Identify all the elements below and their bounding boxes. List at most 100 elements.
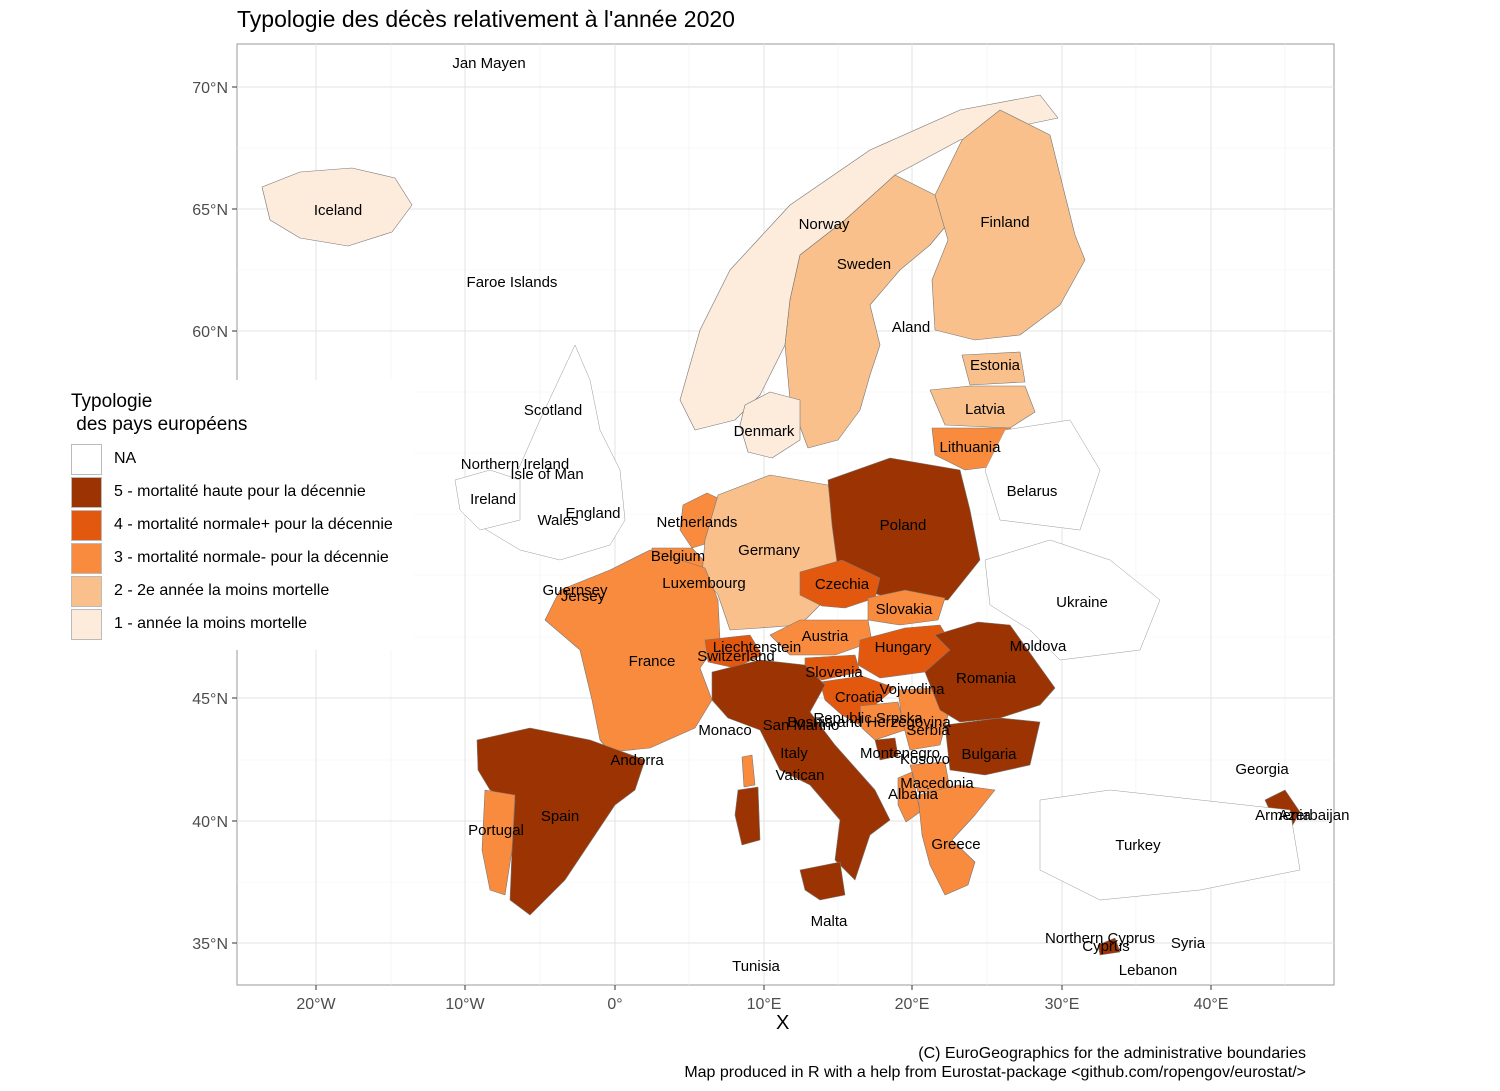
land-greece xyxy=(917,784,996,896)
legend-title: Typologie des pays européens xyxy=(71,391,248,435)
x-tick-label: 20°W xyxy=(296,996,336,1013)
country-label: Italy xyxy=(780,745,808,762)
legend-swatch xyxy=(71,477,102,508)
land-bosnia xyxy=(859,701,906,741)
country-label: Isle of Man xyxy=(510,466,583,483)
country-label: Bulgaria xyxy=(961,746,1017,763)
country-label: Belgium xyxy=(651,548,705,565)
country-label: Northern Cyprus xyxy=(1045,930,1155,947)
country-label: Finland xyxy=(980,214,1029,231)
y-tick-label: 70°N xyxy=(192,80,228,97)
land-portugal xyxy=(481,789,516,896)
country-label: Syria xyxy=(1171,935,1206,952)
country-label: Iceland xyxy=(314,202,362,219)
land-sweden xyxy=(784,174,956,449)
land-finland xyxy=(931,109,1086,341)
map-title: Typologie des décès relativement à l'ann… xyxy=(237,6,735,32)
land-italy xyxy=(711,659,891,881)
country-label: Montenegro xyxy=(860,745,940,762)
legend-label: 4 - mortalité normale+ pour la décennie xyxy=(114,516,393,533)
y-tick-label: 35°N xyxy=(192,936,228,953)
country-label: Monaco xyxy=(698,722,751,739)
axis-ticks: 20°W 10°W 0° 10°E 20°E 30°E 40°E 70°N 65°N 60°N 45… xyxy=(192,80,1228,1013)
caption-line-2: Map produced in R with a help from Euros… xyxy=(684,1064,1306,1081)
country-label: Kosovo xyxy=(900,751,950,768)
country-label: Belarus xyxy=(1007,483,1058,500)
map-panel: Jan Mayen Iceland Faroe Islands Norway Swede… xyxy=(236,43,1350,986)
country-label: Vojvodina xyxy=(879,681,945,698)
country-label: Armenia xyxy=(1255,807,1312,824)
land-czechia xyxy=(799,559,881,609)
legend-swatch xyxy=(71,444,102,475)
land-bulgaria xyxy=(944,717,1041,776)
country-label: Norway xyxy=(799,216,850,233)
y-tick-label: 60°N xyxy=(192,324,228,341)
country-label: San Marino xyxy=(763,717,840,734)
country-label: France xyxy=(629,653,676,670)
legend-swatch xyxy=(71,543,102,574)
country-label: Scotland xyxy=(524,402,582,419)
legend-item: 2 - 2e année la moins mortelle xyxy=(71,576,411,609)
country-label: Luxembourg xyxy=(662,575,745,592)
legend: Typologie des pays européens NA 5 - morta… xyxy=(62,380,414,650)
country-label: Jersey xyxy=(561,588,606,605)
legend-item: NA xyxy=(71,444,411,477)
country-label: Portugal xyxy=(468,822,524,839)
y-tick-label: 40°N xyxy=(192,814,228,831)
land-cyprus xyxy=(1097,937,1121,956)
neighbour-outline xyxy=(1039,789,1301,901)
country-label: Slovakia xyxy=(876,601,933,618)
land-romania xyxy=(924,621,1056,723)
country-label: England xyxy=(565,505,620,522)
legend-label: 3 - mortalité normale- pour la décennie xyxy=(114,549,389,566)
country-label: Northern Ireland xyxy=(461,456,569,473)
country-labels: Jan Mayen Iceland Faroe Islands Norway Swede… xyxy=(314,55,1350,979)
legend-item: 5 - mortalité haute pour la décennie xyxy=(71,477,411,510)
country-label: Greece xyxy=(931,836,980,853)
country-label: Georgia xyxy=(1235,761,1289,778)
x-tick-label: 0° xyxy=(607,996,622,1013)
country-label: Wales xyxy=(537,512,578,529)
country-label: Netherlands xyxy=(657,514,738,531)
country-label: Sweden xyxy=(837,256,891,273)
land-france xyxy=(544,549,721,753)
neighbour-outline xyxy=(454,469,521,531)
x-tick-label: 10°E xyxy=(747,996,782,1013)
neighbour-outline xyxy=(984,419,1101,531)
legend-label: 2 - 2e année la moins mortelle xyxy=(114,582,330,599)
country-label: Spain xyxy=(541,808,579,825)
neighbour-outline xyxy=(984,539,1161,661)
legend-label: 1 - année la moins mortelle xyxy=(114,615,307,632)
country-label: Bosnia and Herzegovina xyxy=(787,714,951,731)
country-label: Denmark xyxy=(734,423,795,440)
x-tick-label: 20°E xyxy=(895,996,930,1013)
country-label: Latvia xyxy=(965,401,1006,418)
caption-line-1: (C) EuroGeographics for the administrati… xyxy=(918,1045,1306,1062)
land-sardinia xyxy=(734,786,761,846)
country-label: Jan Mayen xyxy=(452,55,525,72)
land-estonia xyxy=(961,351,1026,386)
legend-item: 3 - mortalité normale- pour la décennie xyxy=(71,543,411,576)
country-label: Czechia xyxy=(815,576,870,593)
country-label: Ireland xyxy=(470,491,516,508)
country-label: Hungary xyxy=(875,639,932,656)
country-label: Moldova xyxy=(1010,638,1067,655)
country-label: Republic Srpska xyxy=(813,710,923,727)
country-label: Romania xyxy=(956,670,1017,687)
x-tick-label: 30°E xyxy=(1045,996,1080,1013)
land-corsica xyxy=(741,754,756,788)
country-label: Lithuania xyxy=(940,439,1002,456)
country-label: Andorra xyxy=(610,752,664,769)
legend-label: NA xyxy=(114,450,137,467)
country-label: Austria xyxy=(802,628,849,645)
legend-item: 4 - mortalité normale+ pour la décennie xyxy=(71,510,411,543)
land-poland xyxy=(827,457,981,601)
country-label: Ukraine xyxy=(1056,594,1108,611)
country-label: Azerbaijan xyxy=(1279,807,1350,824)
legend-swatch xyxy=(71,576,102,607)
country-label: Poland xyxy=(880,517,927,534)
legend-swatch xyxy=(71,609,102,640)
land-sicily xyxy=(799,861,846,901)
land-montenegro xyxy=(874,737,899,761)
